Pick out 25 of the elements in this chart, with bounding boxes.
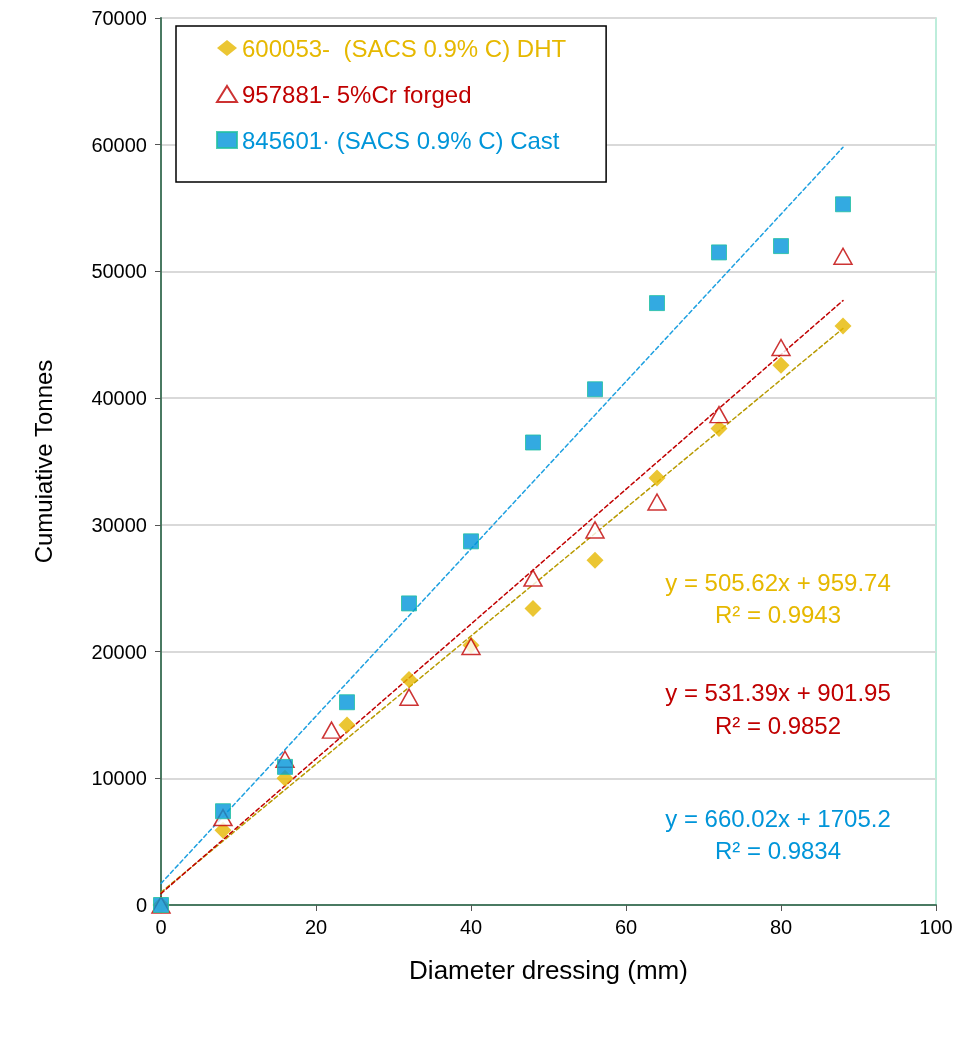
y-tick-label: 10000: [91, 767, 147, 790]
x-tick-label: 0: [155, 916, 167, 938]
y-tick-label: 20000: [91, 640, 147, 663]
y-tick-label: 30000: [91, 513, 147, 536]
y-tick-label: 70000: [91, 7, 147, 29]
y-tick-label: 60000: [91, 133, 147, 156]
annotation: y = 531.39x + 901.95: [665, 678, 891, 706]
x-tick-label: 20: [304, 916, 328, 938]
y-tick-label: 0: [135, 894, 147, 916]
x-tick-label: 100: [919, 916, 953, 938]
annotation: R² = 0.9834: [714, 836, 842, 864]
x-axis-title: Diameter dressing (mm): [409, 955, 688, 985]
annotation: y = 505.62x + 959.74: [665, 568, 891, 596]
x-tick-label: 60: [614, 916, 638, 938]
annotation: y = 660.02x + 1705.2: [665, 804, 891, 832]
annotation: R² = 0.9852: [714, 711, 842, 739]
y-tick-label: 50000: [91, 260, 147, 283]
x-tick-label: 40: [459, 916, 483, 938]
y-axis-title: Cumuiative Tonnes: [29, 359, 57, 564]
y-tick-label: 40000: [91, 387, 147, 410]
legend-label: 600053- (SACS 0.9% C) DHT: [242, 34, 567, 62]
legend-label: 957881- 5%Cr forged: [242, 80, 472, 108]
legend-label: 845601· (SACS 0.9% C) Cast: [242, 126, 560, 154]
x-tick-label: 80: [769, 916, 793, 938]
annotation: R² = 0.9943: [714, 600, 842, 628]
